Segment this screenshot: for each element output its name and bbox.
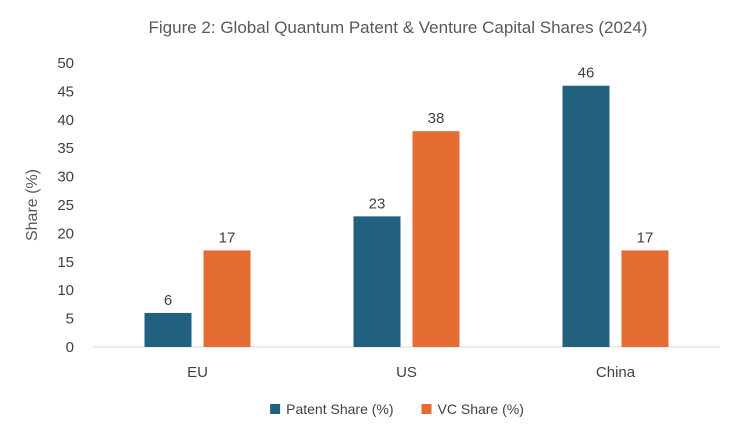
x-category-label: China <box>596 364 636 381</box>
y-tick-label: 45 <box>57 83 74 100</box>
legend-swatch <box>421 404 432 414</box>
data-label: 17 <box>637 229 654 246</box>
bar <box>203 250 251 347</box>
bar <box>621 250 669 347</box>
y-tick-label: 10 <box>57 282 74 299</box>
data-label: 6 <box>164 292 172 309</box>
legend-label: VC Share (%) <box>438 401 524 417</box>
data-label: 38 <box>428 110 445 127</box>
bar <box>412 131 460 347</box>
y-tick-label: 0 <box>66 339 74 356</box>
legend-swatch <box>270 404 281 414</box>
legend-item: Patent Share (%) <box>270 401 394 417</box>
bar <box>144 312 192 347</box>
data-label: 23 <box>369 195 386 212</box>
y-tick-label: 50 <box>57 55 74 72</box>
data-label: 17 <box>219 229 236 246</box>
y-tick-label: 5 <box>66 311 74 328</box>
legend: Patent Share (%) VC Share (%) <box>270 401 524 417</box>
data-labels: 6 17 23 38 46 17 <box>164 65 654 309</box>
data-label: 46 <box>578 65 595 82</box>
y-tick-label: 30 <box>57 169 74 186</box>
legend-label: Patent Share (%) <box>286 401 393 417</box>
bar-series <box>144 85 669 347</box>
bar <box>562 85 610 347</box>
y-axis-label: Share (%) <box>24 169 41 241</box>
x-category-label: EU <box>187 364 208 381</box>
x-category-label: US <box>396 364 417 381</box>
y-axis-ticks: 0 5 10 15 20 25 30 35 40 45 50 <box>57 55 74 356</box>
y-tick-label: 20 <box>57 225 74 242</box>
y-tick-label: 25 <box>57 197 74 214</box>
y-tick-label: 35 <box>57 140 74 157</box>
chart-title: Figure 2: Global Quantum Patent & Ventur… <box>149 18 648 37</box>
legend-item: VC Share (%) <box>421 401 524 417</box>
x-axis-categories: EU US China <box>187 364 636 381</box>
y-tick-label: 40 <box>57 112 74 129</box>
y-tick-label: 15 <box>57 254 74 271</box>
bar <box>353 216 401 347</box>
